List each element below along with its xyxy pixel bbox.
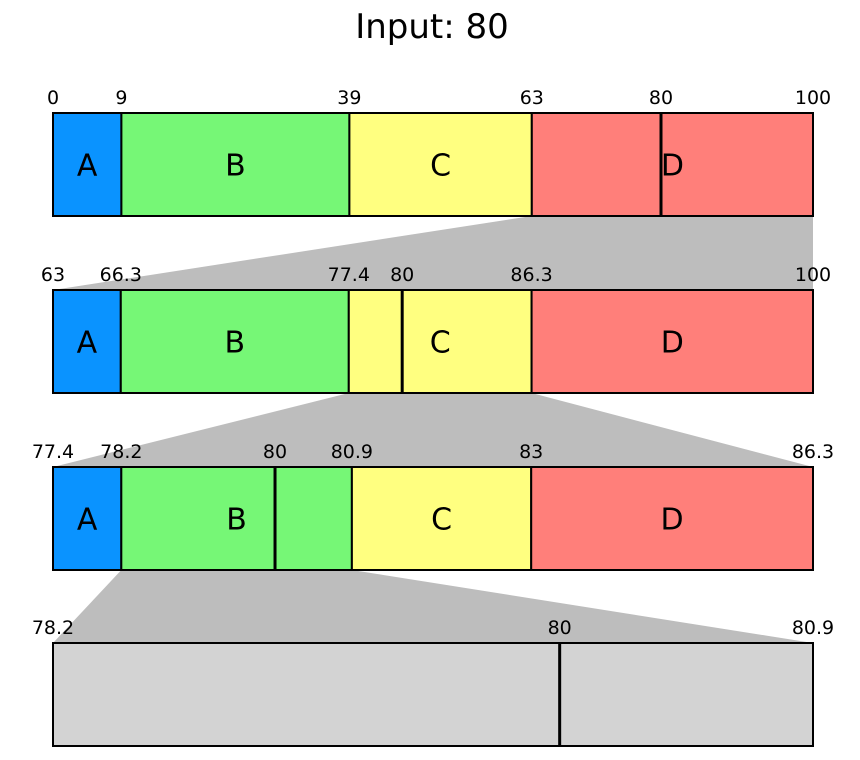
segment-label-c: C xyxy=(430,149,451,184)
tick-label: 9 xyxy=(115,87,127,109)
tick-label: 78.2 xyxy=(32,617,74,639)
tick-label: 77.4 xyxy=(32,441,74,463)
segment-label-a: A xyxy=(77,326,98,361)
segment-label-d: D xyxy=(661,149,684,184)
tick-label: 78.2 xyxy=(100,441,142,463)
segment-label-b: B xyxy=(225,149,246,184)
segment-a xyxy=(52,112,123,217)
segment-label-d: D xyxy=(661,503,684,538)
range-row-4: 78.2 80 80.9 xyxy=(32,617,834,747)
segment-a xyxy=(52,289,122,394)
range-row-3: A B C D 77.4 78.2 80 80.9 83 86.3 xyxy=(32,441,834,571)
tick-label: 39 xyxy=(337,87,361,109)
zoomed-range-bar xyxy=(52,642,814,747)
segment-label-c: C xyxy=(431,503,452,538)
tick-label: 80 xyxy=(548,617,572,639)
tick-label: 77.4 xyxy=(328,264,370,286)
segment-d xyxy=(530,112,814,217)
segment-a xyxy=(52,466,123,571)
segment-b xyxy=(120,466,353,571)
tick-label: 63 xyxy=(520,87,544,109)
tick-label: 100 xyxy=(795,264,831,286)
segment-c xyxy=(350,466,533,571)
segment-label-a: A xyxy=(77,149,98,184)
tick-label: 86.3 xyxy=(792,441,834,463)
tick-label: 83 xyxy=(519,441,543,463)
tick-label: 63 xyxy=(41,264,65,286)
range-row-2: A B C D 63 66.3 77.4 80 86.3 100 xyxy=(41,264,831,394)
segment-c xyxy=(348,112,533,217)
tick-label: 80 xyxy=(263,441,287,463)
segment-label-b: B xyxy=(226,503,247,538)
segment-label-d: D xyxy=(661,326,684,361)
tick-label: 80 xyxy=(649,87,673,109)
tick-label: 80.9 xyxy=(792,617,834,639)
diagram-title: Input: 80 xyxy=(355,7,509,47)
zoom-funnel-3 xyxy=(53,570,813,643)
segment-label-b: B xyxy=(224,326,245,361)
tick-label: 80.9 xyxy=(331,441,373,463)
tick-label: 100 xyxy=(795,87,831,109)
segment-label-c: C xyxy=(430,326,451,361)
segment-d xyxy=(530,289,815,394)
segment-b xyxy=(120,112,351,217)
tick-label: 80 xyxy=(390,264,414,286)
segment-d xyxy=(530,466,814,571)
zoom-funnel-1 xyxy=(53,216,813,290)
segment-label-a: A xyxy=(77,503,98,538)
range-row-1: A B C D 0 9 39 63 80 100 xyxy=(47,87,831,217)
tick-label: 0 xyxy=(47,87,59,109)
tick-label: 66.3 xyxy=(100,264,142,286)
segment-b xyxy=(119,289,350,394)
range-rows: A B C D 0 9 39 63 80 100 A B C D 63 66.3 77.4 80 86.3 100 A B… xyxy=(32,87,834,747)
zoom-funnels xyxy=(53,216,813,643)
tick-label: 86.3 xyxy=(510,264,552,286)
zoom-funnel-2 xyxy=(53,393,813,467)
